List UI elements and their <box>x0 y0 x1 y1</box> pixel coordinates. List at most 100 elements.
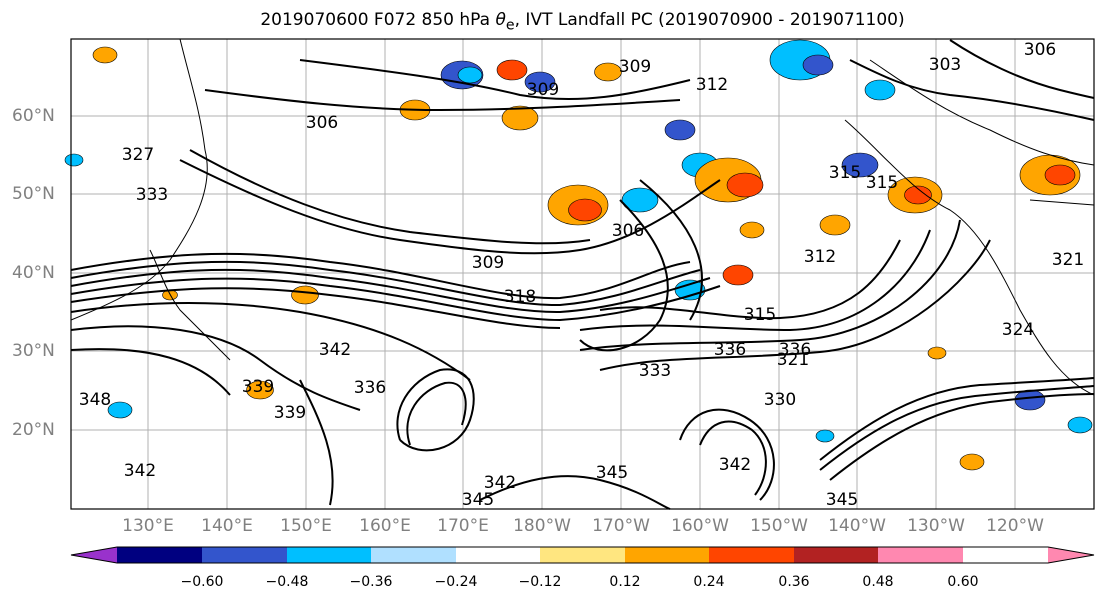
gridlines <box>71 39 1094 509</box>
colorbar-tick: 0.24 <box>693 574 725 590</box>
theta-e-contour <box>406 381 467 446</box>
contour-label: 315 <box>744 305 776 325</box>
lat-label-60n: 60°N <box>12 106 55 126</box>
lon-label-170e: 170°E <box>437 516 489 536</box>
lon-label-170w: 170°W <box>592 516 650 536</box>
colorbar-tick: −0.48 <box>265 574 309 590</box>
ivt-pc-blob <box>739 221 765 239</box>
ivt-pc-blob <box>1067 416 1093 434</box>
ivt-pc-shading <box>64 39 1093 471</box>
theta-e-contour <box>829 393 1095 481</box>
theta-e-contour <box>70 302 471 381</box>
theta-e-contour <box>579 199 669 352</box>
theta-e-contour <box>479 475 671 510</box>
colorbar-tick: −0.36 <box>349 574 393 590</box>
ivt-pc-blob <box>802 54 834 76</box>
theta-e-contour <box>579 219 961 351</box>
lon-label-150e: 150°E <box>280 516 332 536</box>
theta-e-contour <box>299 59 691 101</box>
map-frame <box>70 38 1095 510</box>
colorbar-segment <box>202 547 287 563</box>
ivt-pc-blob <box>246 380 274 400</box>
contour-label: 312 <box>696 75 728 95</box>
contour-label: 339 <box>274 403 306 423</box>
theta-e-contour <box>70 277 721 322</box>
contour-label: 306 <box>612 221 644 241</box>
map-title: 2019070600 F072 850 hPa θe, IVT Landfall… <box>0 10 1105 33</box>
coastline <box>149 249 231 361</box>
contour-label: 315 <box>866 173 898 193</box>
theta-e-contour <box>819 385 1095 471</box>
ivt-pc-blob <box>664 119 696 141</box>
theta-e-contour <box>70 325 361 411</box>
lat-label-40n: 40°N <box>12 263 55 283</box>
ivt-pc-blob <box>819 214 851 236</box>
colorbar-tick: 0.60 <box>947 574 979 590</box>
ivt-pc-blob <box>594 62 622 82</box>
contour-label: 336 <box>779 340 811 360</box>
ivt-pc-blob <box>291 285 319 305</box>
contour-label: 342 <box>124 461 156 481</box>
ivt-pc-blob <box>726 172 764 198</box>
ivt-pc-blob <box>92 46 118 64</box>
theta-e-contour <box>70 348 231 396</box>
colorbar-extend-high <box>1048 547 1094 563</box>
colorbar-tick: 0.48 <box>862 574 894 590</box>
colorbar-segment <box>287 547 371 563</box>
ivt-pc-blob <box>815 429 835 443</box>
lon-label-160e: 160°E <box>359 516 411 536</box>
ivt-pc-blob <box>621 187 659 213</box>
contour-label: 318 <box>504 287 536 307</box>
ivt-pc-blob <box>457 66 483 84</box>
contour-label: 345 <box>462 490 494 510</box>
colorbar-tick: 0.36 <box>778 574 810 590</box>
theta-e-contour <box>204 89 681 112</box>
lon-label-130w: 130°W <box>907 516 965 536</box>
ivt-pc-blob <box>841 152 879 178</box>
theta-e-contour <box>949 39 1095 99</box>
colorbar-segments <box>71 547 1094 563</box>
colorbar-segment <box>371 547 456 563</box>
contour-label: 309 <box>527 80 559 100</box>
colorbar-tick: −0.60 <box>180 574 224 590</box>
theta-e-contour <box>679 408 775 501</box>
contour-label: 321 <box>1052 250 1084 270</box>
contour-label: 336 <box>354 378 386 398</box>
theta-e-contour <box>70 252 691 300</box>
theta-e-contour <box>189 149 591 245</box>
contour-label: 306 <box>306 113 338 133</box>
colorbar-segment <box>709 547 794 563</box>
theta-e-contours <box>70 39 1095 510</box>
title-sub: e <box>505 17 515 34</box>
theta-e-contour <box>179 159 721 255</box>
colorbar-outline <box>70 546 1095 564</box>
contour-label: 345 <box>596 463 628 483</box>
contour-label: 345 <box>826 490 858 510</box>
lon-label-160w: 160°W <box>671 516 729 536</box>
theta-e-contour <box>70 260 701 307</box>
theta-e-contour <box>579 229 931 332</box>
lon-label-140e: 140°E <box>201 516 253 536</box>
lat-label-30n: 30°N <box>12 341 55 361</box>
colorbar-tick: 0.12 <box>609 574 641 590</box>
contour-label: 336 <box>714 340 746 360</box>
theta-e-contour <box>70 287 561 329</box>
ivt-pc-blob <box>568 198 602 222</box>
ivt-pc-blob <box>864 79 896 101</box>
contour-label: 321 <box>777 350 809 370</box>
contour-label: 312 <box>804 247 836 267</box>
map-background <box>71 39 1094 509</box>
contour-label: 333 <box>639 361 671 381</box>
coastline <box>869 59 1095 166</box>
contour-label: 339 <box>242 377 274 397</box>
contour-labels: 3063093093063123153153123153183213213243… <box>79 40 1084 510</box>
contour-label: 315 <box>829 163 861 183</box>
lon-label-140w: 140°W <box>828 516 886 536</box>
lat-label-50n: 50°N <box>12 184 55 204</box>
colorbar-tick: −0.24 <box>434 574 478 590</box>
colorbar-segment <box>540 547 625 563</box>
theta-e-contour <box>699 420 767 496</box>
colorbar-segment <box>117 547 202 563</box>
